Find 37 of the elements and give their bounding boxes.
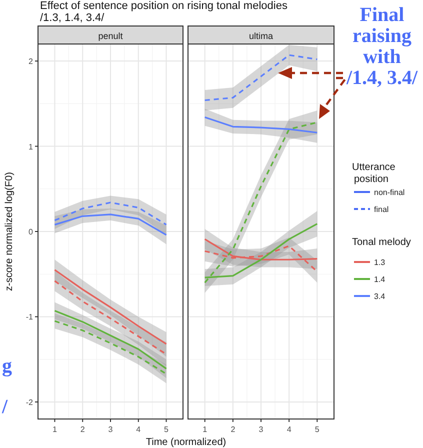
x-tick-label: 4 [136,425,142,434]
legend-label: 3.4 [374,292,386,301]
legend-label: 1.3 [374,258,386,267]
text: /1.3, 1.4, 3.4/ [40,12,106,24]
text: Effect of sentence position on rising tonal melodies [40,0,288,12]
y-tick-label: 1 [28,142,34,152]
x-tick-label: 2 [80,425,86,434]
y-tick-label: 0 [28,228,34,236]
chart-title: penult [98,31,124,41]
line-series [54,320,168,375]
text: / [1,396,8,418]
text: non-final [374,188,405,197]
x-tick-label: 3 [258,425,264,434]
y-axis-title: z-score normalized log(F0) [4,172,15,291]
legend-title: Tonal melody [352,237,411,248]
x-tick-label: 5 [164,425,170,434]
line-series [54,310,168,370]
x-tick-label: 3 [108,425,114,434]
x-tick-label: 2 [230,425,236,434]
x-tick-label: 1 [52,425,58,434]
x-tick-label: 5 [314,425,320,434]
text: final [374,205,389,214]
y-tick-label: -2 [26,398,34,407]
line-series [54,202,168,226]
x-tick-label: 1 [202,425,208,434]
chart-title: ultima [248,31,274,41]
y-tick-label: -1 [26,312,34,322]
text: Utterance position [352,162,396,185]
line-series [54,280,168,356]
legend-label: 1.4 [374,275,386,284]
text: Final raising with /1.4, 3.4/ [345,4,418,89]
line-series [54,269,168,345]
line-series [54,214,168,236]
y-tick-label: 2 [28,57,34,66]
x-tick-label: 4 [286,425,292,434]
text: g [2,355,12,377]
x-axis-title: Time (normalized) [146,437,226,448]
